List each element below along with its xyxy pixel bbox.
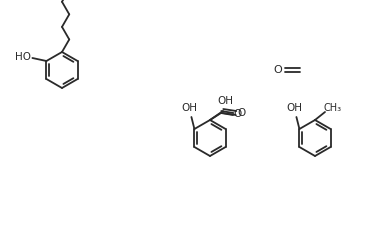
Text: CH₃: CH₃ bbox=[324, 103, 342, 113]
Text: OH: OH bbox=[287, 103, 302, 113]
Text: O: O bbox=[234, 109, 242, 119]
Text: OH: OH bbox=[217, 96, 233, 106]
Text: HO: HO bbox=[16, 52, 31, 62]
Text: O: O bbox=[274, 65, 282, 75]
Text: O: O bbox=[238, 108, 246, 118]
Text: OH: OH bbox=[182, 103, 197, 113]
